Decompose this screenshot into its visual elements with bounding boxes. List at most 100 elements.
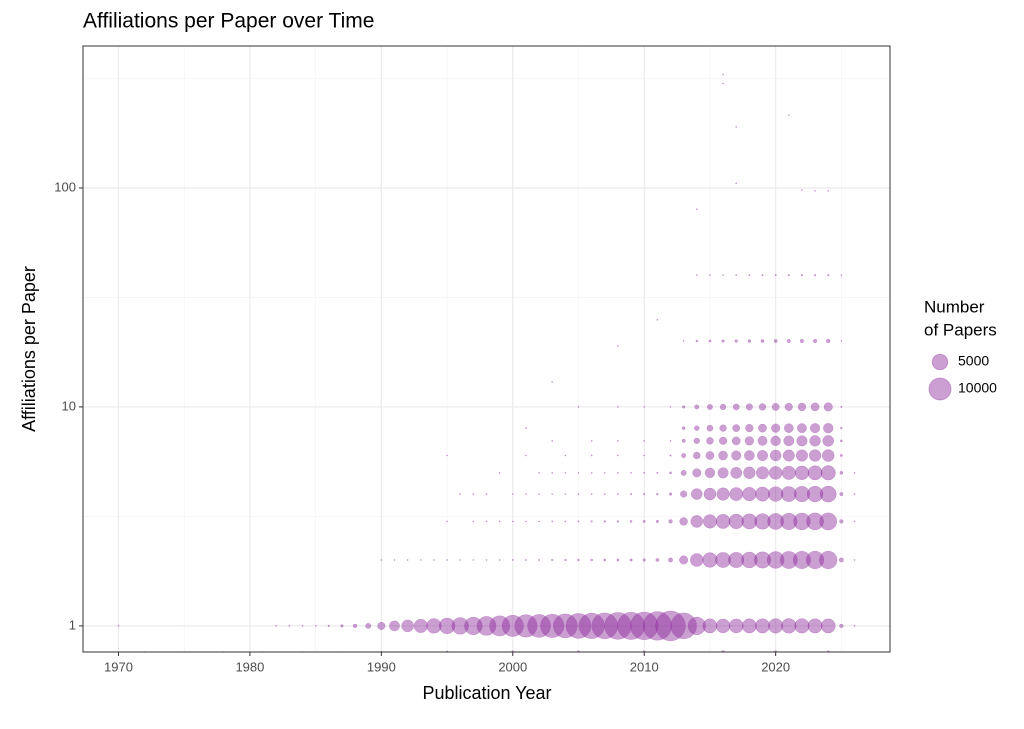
bubble (735, 126, 738, 128)
bubble (501, 614, 524, 637)
bubble (728, 618, 744, 634)
bubble (590, 454, 593, 457)
legend-title: Number (924, 297, 985, 316)
bubble (681, 426, 686, 430)
bubble (784, 402, 793, 411)
bubble (754, 551, 771, 569)
bubble (485, 559, 488, 561)
bubble (787, 274, 790, 277)
bubble (780, 512, 798, 530)
bubble (691, 488, 703, 500)
bubble (538, 520, 540, 523)
bubble (839, 454, 843, 457)
bubble (511, 520, 514, 523)
bubble (756, 466, 769, 480)
bubble (617, 440, 619, 442)
bubble (782, 449, 795, 462)
bubble (527, 614, 551, 638)
bubble (525, 493, 527, 495)
bubble (669, 454, 672, 457)
bubble (301, 625, 304, 627)
bubble (780, 486, 797, 502)
bubble (839, 519, 844, 524)
bubble (783, 435, 795, 447)
bubble (838, 557, 844, 563)
bubble (590, 520, 593, 523)
bubble (768, 466, 783, 480)
bubble (538, 493, 540, 495)
bubble (709, 274, 711, 276)
bubble (656, 318, 659, 321)
bubble (577, 558, 580, 562)
y-tick-label: 10 (62, 398, 76, 413)
bubble (797, 402, 807, 412)
bubble (438, 617, 456, 635)
bubble (807, 618, 823, 634)
legend-key (928, 377, 952, 401)
legend-key (931, 353, 949, 371)
bubble (577, 406, 580, 408)
bubble (551, 440, 554, 442)
bubble (690, 515, 704, 528)
bubble (792, 551, 811, 569)
bubble (820, 618, 836, 634)
bubble (853, 493, 856, 495)
bubble (380, 559, 383, 561)
bubble (786, 339, 791, 344)
bubble (827, 274, 830, 277)
axes: 1970 1980 1990 2000 2010 2020 1 10 100 (54, 179, 790, 674)
bubble (669, 440, 672, 442)
bubble (797, 423, 807, 434)
bubble (643, 454, 646, 457)
bubble (564, 472, 567, 474)
bubble (514, 614, 538, 638)
x-tick-label: 2010 (630, 659, 659, 674)
bubble (525, 427, 527, 430)
bubble (564, 454, 567, 457)
bubble (809, 435, 821, 447)
bubble (352, 623, 358, 629)
bubble (564, 520, 567, 523)
bubble (680, 490, 688, 498)
bubble (761, 274, 764, 277)
bubble (768, 618, 784, 634)
bubble (389, 620, 400, 632)
bubble (459, 493, 462, 495)
bubble (682, 340, 685, 342)
bubble (603, 493, 606, 495)
bubble (578, 612, 605, 639)
bubble (755, 618, 770, 634)
bubble (590, 472, 593, 474)
bubble (419, 559, 422, 561)
bubble (485, 493, 488, 495)
bubble (715, 618, 731, 634)
bubble (747, 339, 752, 343)
bubble (616, 520, 620, 523)
bubble (768, 486, 784, 502)
x-axis-label: Publication Year (422, 683, 551, 703)
bubble (643, 492, 646, 496)
bubble (511, 559, 514, 561)
bubble (735, 182, 738, 185)
bubble (748, 274, 751, 277)
bubble (511, 493, 514, 495)
bubble (728, 513, 744, 530)
bubble (668, 519, 673, 524)
bubble (771, 423, 781, 433)
bubble (525, 520, 527, 523)
bubble (810, 423, 821, 434)
bubble (525, 454, 527, 457)
bubble (433, 559, 435, 561)
bubble (577, 493, 580, 495)
bubble (732, 424, 741, 433)
bubble (551, 520, 554, 523)
bubble (687, 616, 706, 636)
bubble (695, 274, 698, 276)
y-axis-label: Affiliations per Paper (19, 266, 39, 432)
bubble (745, 403, 753, 411)
bubble (472, 559, 475, 561)
bubble (551, 472, 554, 474)
bubble (485, 520, 488, 523)
bubble (679, 517, 688, 526)
